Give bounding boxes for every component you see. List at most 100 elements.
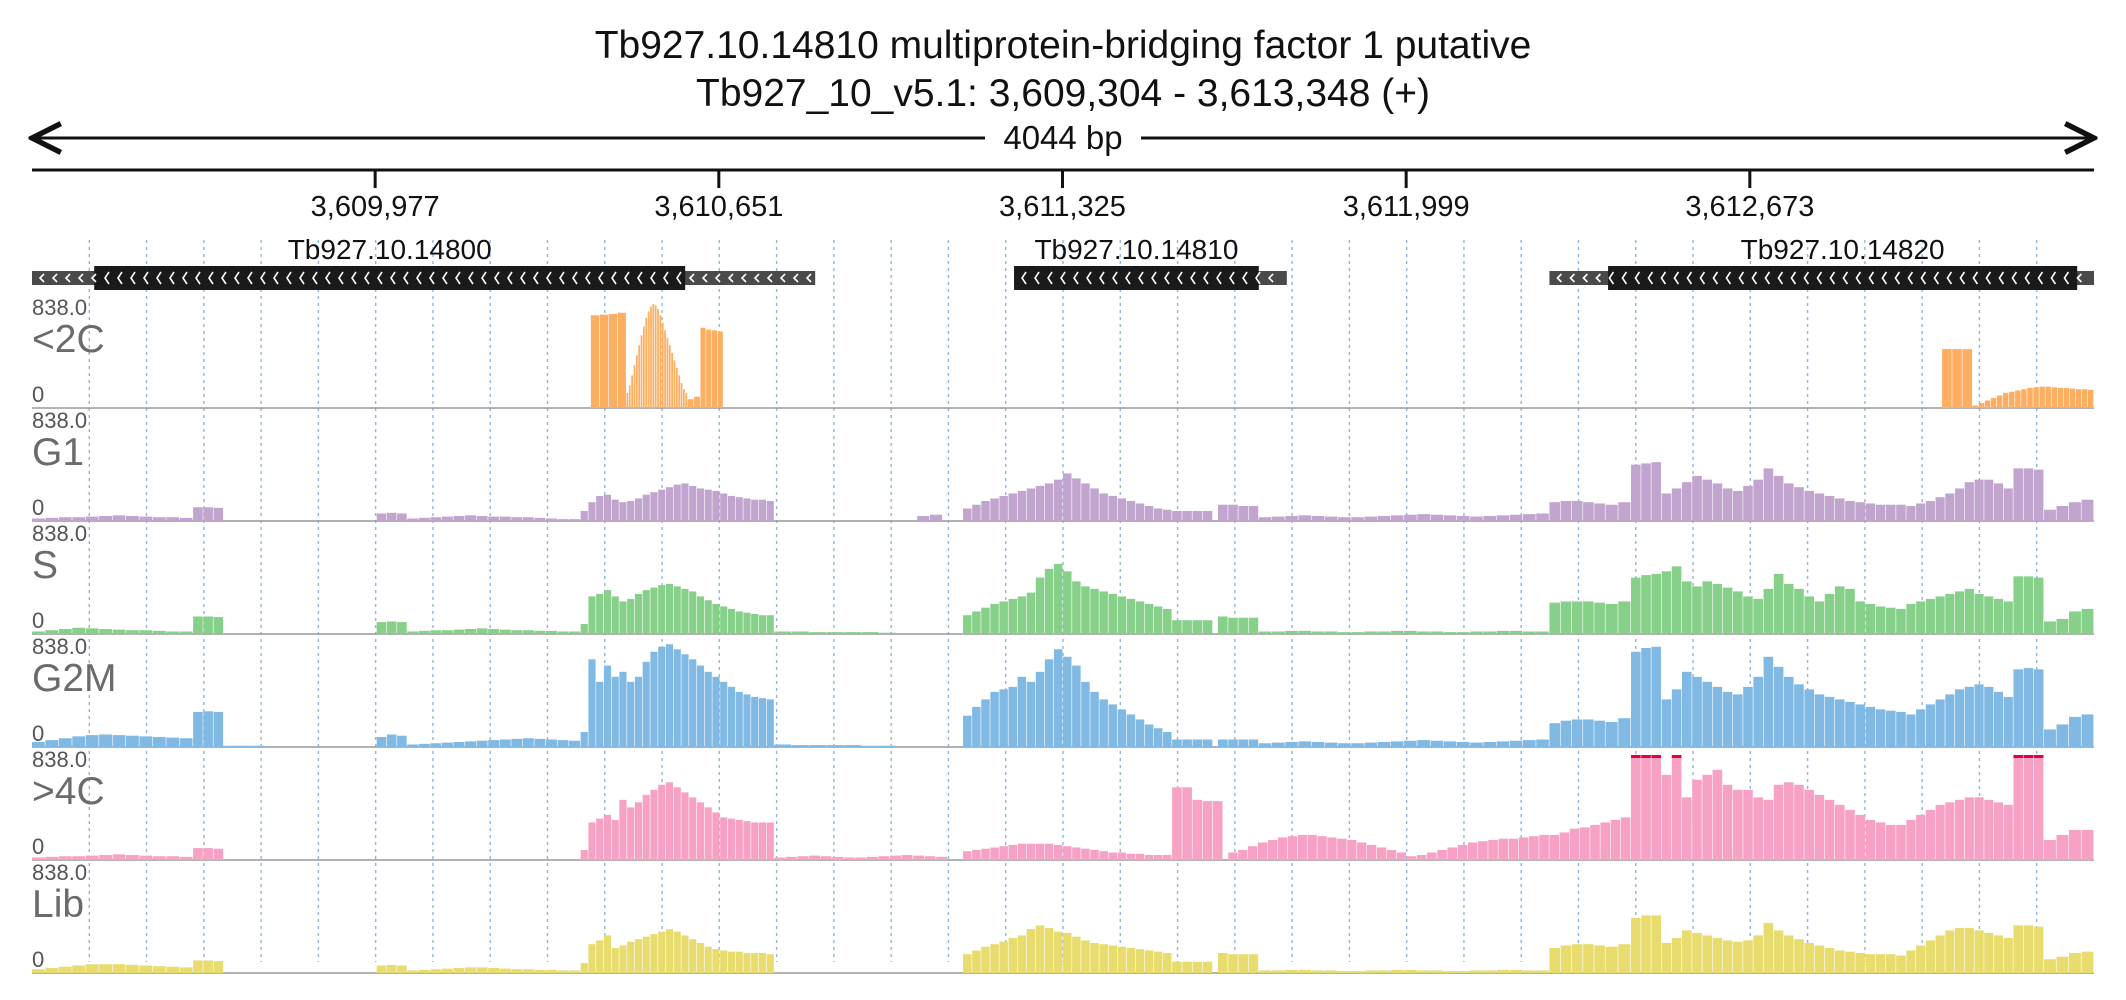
coverage-bar (2063, 387, 2070, 408)
gene-label: Tb927.10.14810 (1034, 234, 1238, 265)
coverage-bar (465, 967, 477, 973)
coverage-bar (1559, 832, 1570, 860)
overflow-marker (2033, 755, 2044, 758)
strand-chevron (559, 271, 565, 285)
coverage-bar (1896, 711, 1906, 747)
strand-chevron (1868, 271, 1875, 285)
coverage-bar (1955, 689, 1965, 747)
coverage-bar (1072, 478, 1081, 521)
coverage-bar (45, 517, 59, 521)
coverage-bar (1964, 482, 1974, 521)
coverage-bar (1298, 515, 1312, 521)
coverage-bar (1257, 842, 1268, 860)
coverage-bar (1814, 601, 1825, 634)
coverage-bar (751, 822, 759, 860)
coverage-bar (1834, 699, 1845, 747)
coverage-bar (1845, 588, 1855, 634)
coverage-bar (545, 739, 557, 747)
coverage-bar (1285, 515, 1298, 521)
coverage-bar (1935, 497, 1945, 521)
coverage-bar (924, 856, 936, 860)
coverage-bar (1671, 755, 1682, 860)
coverage-bar (889, 855, 901, 860)
coverage-bar (112, 629, 126, 634)
coverage-bar (407, 744, 419, 747)
strand-chevron (64, 273, 71, 283)
strand-chevron (38, 273, 45, 283)
coverage-bar (1338, 971, 1351, 973)
coverage-bar (878, 856, 890, 860)
coverage-bar (1172, 510, 1182, 521)
coverage-bar (1964, 797, 1974, 860)
coverage-bar (1117, 946, 1127, 973)
coverage-bar (704, 946, 712, 973)
coverage-bar (658, 585, 666, 634)
strand-chevron (1595, 273, 1602, 283)
coverage-bar (1228, 739, 1238, 747)
strand-chevron (299, 271, 305, 285)
coverage-bar (1583, 502, 1594, 521)
coverage-bar (511, 630, 523, 634)
coverage-bar (1072, 847, 1081, 860)
strand-chevron (1086, 271, 1092, 285)
coverage-bar (522, 969, 534, 973)
coverage-bar (1984, 932, 1994, 973)
coverage-bar (1108, 852, 1117, 860)
coverage-bar (58, 966, 72, 973)
coverage-bar (1218, 952, 1228, 973)
coverage-bar (1072, 936, 1081, 973)
strand-chevron (663, 271, 669, 285)
coverage-bar (1631, 464, 1641, 521)
coverage-bar (179, 738, 193, 747)
coverage-bar (1144, 950, 1154, 973)
coverage-bar (1427, 852, 1437, 860)
coverage-bar (2069, 388, 2076, 408)
coverage-bar (1317, 836, 1327, 860)
strand-chevron (1751, 271, 1758, 285)
strand-chevron (1608, 271, 1615, 285)
coverage-bar (1549, 834, 1560, 860)
coverage-bar (152, 517, 166, 521)
coverage-bar (929, 514, 943, 521)
gene-track: Tb927.10.14800 Tb927.10.14810 Tb927.10.148… (32, 234, 2094, 290)
coverage-bar (1549, 602, 1561, 634)
coverage-bar (1523, 631, 1536, 634)
strand-chevron (714, 273, 721, 283)
coverage-bar (1272, 516, 1285, 521)
coverage-bar (1580, 827, 1590, 860)
coverage-bar (2023, 576, 2034, 634)
coverage-bar (1324, 742, 1338, 747)
coverage-bar (1571, 719, 1583, 747)
coverage-bar (1357, 842, 1367, 860)
strand-chevron (1881, 271, 1888, 285)
coverage-bar (696, 802, 705, 860)
coverage-bar (1906, 819, 1916, 860)
coverage-bar (1571, 500, 1583, 521)
coverage-bar (1984, 400, 1991, 408)
strand-chevron (1647, 271, 1654, 285)
coverage-bar (1972, 405, 1979, 408)
coverage-bar (611, 676, 619, 747)
strand-chevron (1972, 271, 1979, 285)
coverage-bar (99, 628, 112, 634)
coverage-bar (590, 315, 600, 408)
coverage-bar (1182, 739, 1192, 747)
coverage-bar (1945, 802, 1955, 860)
coverage-bar (2003, 937, 2013, 973)
coverage-bar (673, 586, 681, 634)
coverage-bar (1443, 632, 1457, 634)
coverage-bar (1456, 632, 1470, 634)
strand-chevron (2011, 271, 2018, 285)
coverage-bar (499, 629, 511, 634)
coverage-bar (791, 631, 809, 634)
coverage-bar (1906, 505, 1916, 521)
coverage-bar (511, 738, 523, 747)
coverage-bar (557, 631, 569, 634)
coverage-bar (1272, 631, 1285, 634)
coverage-bar (1483, 970, 1496, 973)
coverage-bar (2075, 389, 2082, 408)
coverage-bar (1311, 970, 1325, 973)
coverage-bar (1661, 571, 1672, 634)
coverage-bar (917, 515, 930, 521)
coverage-bar (534, 517, 546, 521)
